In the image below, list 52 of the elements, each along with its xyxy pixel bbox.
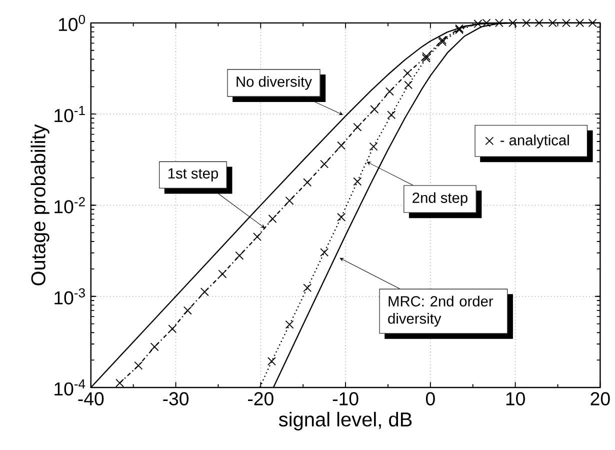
point	[116, 378, 124, 388]
annotation: No diversity	[236, 76, 312, 90]
point	[337, 212, 346, 222]
x-tick-label: -10	[332, 392, 358, 406]
point	[303, 178, 312, 186]
annotation: 2nd step	[412, 192, 468, 206]
annotation: MRC: 2nd order diversity	[388, 296, 494, 326]
point	[353, 177, 362, 186]
x-tick-label: 10	[506, 392, 525, 406]
point	[522, 18, 531, 28]
point	[168, 324, 177, 333]
x-tick-label: -20	[248, 392, 274, 406]
legend-label: - analytical	[500, 134, 569, 148]
annotation: 1st step	[168, 168, 218, 182]
x-tick-label: 20	[590, 392, 610, 406]
point	[253, 232, 262, 241]
point	[403, 68, 412, 78]
x-tick-label: 0	[426, 392, 435, 406]
point	[534, 18, 544, 28]
point	[576, 18, 584, 28]
point	[353, 122, 362, 132]
point	[320, 160, 329, 168]
point	[134, 361, 143, 370]
point	[320, 248, 329, 256]
y-axis-title: Outage probability	[30, 124, 50, 286]
point	[183, 306, 192, 315]
point	[285, 196, 294, 205]
x-tick-label: -30	[163, 392, 189, 406]
point	[562, 18, 570, 28]
point	[285, 320, 294, 329]
point	[200, 287, 209, 296]
point	[387, 110, 396, 119]
y-tick-label: 10$^{-1}$	[54, 106, 85, 122]
x-axis-title: signal level, dB	[278, 412, 412, 430]
point	[369, 142, 378, 151]
y-tick-label: 10$^{-3}$	[54, 288, 85, 304]
point	[508, 18, 517, 28]
point	[337, 141, 346, 150]
point	[150, 342, 159, 351]
point	[370, 104, 379, 114]
point	[404, 80, 413, 89]
point	[268, 214, 277, 223]
point	[422, 54, 430, 62]
point	[494, 18, 504, 28]
y-tick-label: 10$^{-2}$	[54, 196, 85, 214]
point	[385, 87, 394, 96]
point	[235, 251, 244, 260]
point	[422, 52, 430, 60]
point	[303, 283, 312, 292]
y-tick-label: 10$^{0}$	[58, 14, 86, 31]
point	[267, 356, 276, 366]
point	[218, 270, 227, 278]
